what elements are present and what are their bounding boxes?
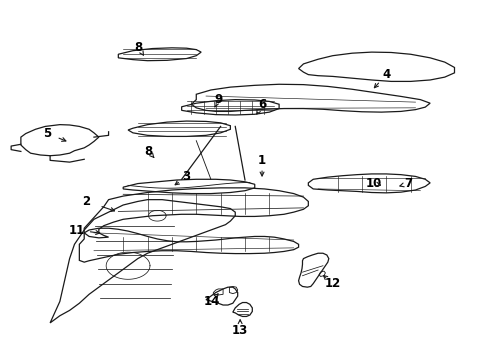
Text: 9: 9 [214, 93, 222, 106]
Text: 12: 12 [324, 277, 341, 290]
Text: 8: 8 [145, 145, 153, 158]
Text: 2: 2 [83, 195, 91, 208]
Text: 3: 3 [182, 170, 191, 183]
Text: 6: 6 [258, 99, 266, 112]
Text: 11: 11 [69, 224, 85, 237]
Text: 14: 14 [204, 295, 220, 308]
Text: 1: 1 [258, 154, 266, 167]
Text: 4: 4 [382, 68, 391, 81]
Text: 13: 13 [232, 324, 248, 337]
Text: 10: 10 [366, 177, 382, 190]
Text: 7: 7 [404, 177, 412, 190]
Text: 8: 8 [135, 41, 143, 54]
Text: 5: 5 [44, 127, 52, 140]
